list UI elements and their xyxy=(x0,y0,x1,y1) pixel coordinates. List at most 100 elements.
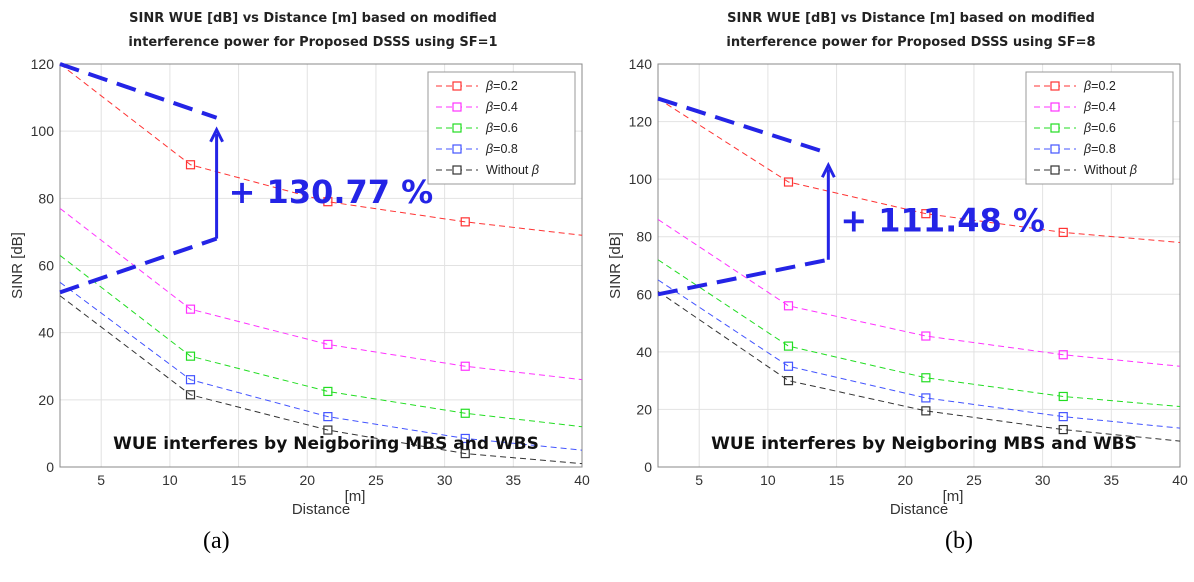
chart-a-series-2-point xyxy=(323,386,333,397)
chart-b-title: SINR WUE [dB] vs Distance [m] based on m… xyxy=(727,11,1095,26)
chart-b-arrow-head xyxy=(820,161,836,178)
caption-b: (b) xyxy=(945,528,973,554)
chart-a-series-3-point xyxy=(460,433,470,444)
chart-b-series-line-0 xyxy=(657,98,1181,243)
chart-a-arrow-head xyxy=(209,126,224,143)
chart-b-legend-marker-1 xyxy=(1050,102,1060,112)
chart-b-xtick-label: 25 xyxy=(966,472,982,488)
chart-b-ytick-label: 60 xyxy=(636,286,652,302)
chart-a-series-0-point xyxy=(460,217,470,227)
chart-a-legend-marker-4 xyxy=(452,165,462,175)
chart-a-series-0-point xyxy=(323,197,333,207)
chart-b-series-0-point xyxy=(783,177,794,187)
chart-a-xtick-label: 20 xyxy=(299,472,315,488)
chart-b-ytick-label: 0 xyxy=(644,459,652,475)
chart-b-legend-marker-2 xyxy=(1050,123,1060,133)
chart-b-series-1-point xyxy=(921,331,931,341)
chart-b-ytick-label: 100 xyxy=(629,171,653,187)
chart-a-series-line-3 xyxy=(59,281,583,451)
chart-a-legend-label: Without β xyxy=(486,163,539,177)
chart-a-ylabel: SINR [dB] xyxy=(9,232,26,299)
chart-a-ytick-label: 60 xyxy=(38,258,54,274)
chart-a-annotation: + 130.77 % xyxy=(229,173,434,211)
chart-b-series-line-4 xyxy=(657,290,1181,442)
chart-a-series-line-0 xyxy=(59,63,583,236)
chart-a-ytick-label: 80 xyxy=(38,190,54,206)
chart-a-xtick-label: 30 xyxy=(437,472,453,488)
chart-b-series-2-point xyxy=(921,373,931,383)
chart-a-xlabel: Distance xyxy=(292,501,350,518)
chart-b-series-3-point xyxy=(1058,412,1068,422)
chart-b-ytick-label: 20 xyxy=(636,401,652,417)
chart-a-xunit-label: [m] xyxy=(345,488,366,505)
chart-a-legend-label: β=0.2 xyxy=(485,79,518,93)
chart-a-legend-label: β=0.8 xyxy=(485,142,518,156)
chart-panel-a: SINR WUE [dB] vs Distance [m] based on m… xyxy=(0,0,596,520)
chart-b-xtick-label: 40 xyxy=(1172,472,1188,488)
chart-b-series-line-2 xyxy=(657,259,1181,408)
chart-b-xtick-label: 20 xyxy=(897,472,913,488)
chart-a-svg: SINR WUE [dB] vs Distance [m] based on m… xyxy=(9,11,590,518)
chart-a-series-0-point xyxy=(185,160,196,170)
chart-b-legend-marker-0 xyxy=(1050,81,1060,91)
chart-b-ytick-label: 140 xyxy=(629,56,653,72)
chart-a-xtick-label: 5 xyxy=(97,472,105,488)
chart-a-subtitle: interference power for Proposed DSSS usi… xyxy=(128,35,497,50)
chart-a-legend-label: β=0.6 xyxy=(485,121,518,135)
chart-a-xtick-label: 25 xyxy=(368,472,384,488)
chart-b-svg: SINR WUE [dB] vs Distance [m] based on m… xyxy=(607,11,1188,518)
chart-b-xtick-label: 30 xyxy=(1035,472,1051,488)
chart-b-ytick-label: 80 xyxy=(636,229,652,245)
chart-a-ytick-label: 20 xyxy=(38,392,54,408)
chart-b-series-1-point xyxy=(1058,350,1068,360)
chart-b-xlabel: Distance xyxy=(890,501,948,518)
chart-b-legend-label: β=0.4 xyxy=(1083,100,1116,114)
chart-b-legend-label: β=0.6 xyxy=(1083,121,1116,135)
chart-a-ytick-label: 100 xyxy=(31,123,55,139)
chart-b-series-0-point xyxy=(1058,227,1068,237)
chart-a-series-line-2 xyxy=(59,255,583,428)
chart-a-ytick-label: 0 xyxy=(46,459,54,475)
chart-a-legend-marker-2 xyxy=(452,123,462,133)
chart-a-ytick-label: 40 xyxy=(38,325,54,341)
chart-a-series-4-point xyxy=(185,390,196,400)
chart-a-legend-marker-3 xyxy=(452,144,462,154)
chart-a-bracket-top xyxy=(59,62,218,120)
chart-a-series-1-point xyxy=(460,361,470,371)
chart-a-bracket-bottom xyxy=(59,236,218,295)
chart-b-subtitle: interference power for Proposed DSSS usi… xyxy=(726,35,1095,50)
chart-b-xtick-label: 35 xyxy=(1104,472,1120,488)
chart-b-xtick-label: 15 xyxy=(829,472,845,488)
chart-b-series-1-point xyxy=(783,301,794,311)
chart-a-ytick-label: 120 xyxy=(31,56,55,72)
chart-b-xtick-label: 10 xyxy=(760,472,776,488)
chart-a-title: SINR WUE [dB] vs Distance [m] based on m… xyxy=(129,11,497,26)
chart-a-xtick-label: 35 xyxy=(506,472,522,488)
chart-a-xtick-label: 15 xyxy=(231,472,247,488)
chart-b-series-4-point xyxy=(1058,424,1068,435)
chart-b-series-2-point xyxy=(1058,391,1068,402)
chart-b-series-3-point xyxy=(921,393,931,403)
chart-b-legend-marker-4 xyxy=(1050,165,1060,175)
chart-a-legend-marker-0 xyxy=(452,81,462,91)
caption-a: (a) xyxy=(203,528,230,554)
chart-b-plot-frame xyxy=(657,63,1181,468)
chart-b-ytick-label: 40 xyxy=(636,344,652,360)
chart-a-series-1-point xyxy=(323,339,333,350)
chart-b-series-4-point xyxy=(921,406,931,416)
chart-b-series-line-1 xyxy=(657,219,1181,367)
chart-a-legend-label: β=0.4 xyxy=(485,100,518,114)
chart-panel-b: SINR WUE [dB] vs Distance [m] based on m… xyxy=(598,0,1194,520)
chart-a-plot-frame xyxy=(59,63,583,468)
chart-a-series-4-point xyxy=(323,425,333,435)
chart-a-series-line-4 xyxy=(59,295,583,465)
chart-a-xtick-label: 40 xyxy=(574,472,590,488)
chart-b-series-line-3 xyxy=(657,279,1181,429)
chart-a-series-2-point xyxy=(185,351,196,361)
chart-b-annotation: + 111.48 % xyxy=(840,201,1045,239)
chart-a-xtick-label: 10 xyxy=(162,472,178,488)
chart-b-ylabel: SINR [dB] xyxy=(607,232,624,299)
chart-b-legend-label: β=0.2 xyxy=(1083,79,1116,93)
chart-b-xtick-label: 5 xyxy=(695,472,703,488)
chart-b-series-2-point xyxy=(783,341,794,351)
